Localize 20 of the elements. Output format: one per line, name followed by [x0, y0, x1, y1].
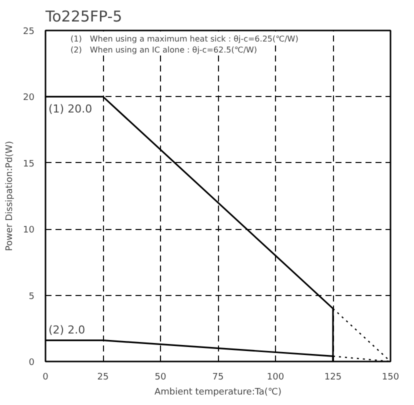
- annotation: (1) When using a maximum heat sick : θj-c=6.25(℃/W): [70, 34, 298, 44]
- x-tick-label: 50: [154, 372, 166, 382]
- y-tick-label: 25: [23, 27, 34, 37]
- chart-title: To225FP-5: [44, 8, 122, 26]
- y-tick-label: 5: [28, 292, 35, 302]
- y-tick-label: 0: [28, 358, 35, 368]
- x-tick-label: 150: [382, 372, 400, 382]
- annotation: (2) When using an IC alone : θj-c=62.5(℃/W): [70, 46, 258, 54]
- x-tick-label: 75: [212, 372, 224, 382]
- y-tick-label: 10: [23, 226, 35, 236]
- y-axis-title: Power Dissipation:Pd(W): [5, 141, 16, 251]
- x-axis-title: Ambient temperature:Ta(℃): [154, 388, 282, 398]
- x-tick-label: 25: [97, 372, 109, 382]
- annotation: (1) 20.0: [48, 102, 92, 116]
- annotation: (2) 2.0: [48, 323, 86, 336]
- y-tick-label: 15: [23, 159, 34, 170]
- x-tick-label: 100: [266, 372, 284, 382]
- x-tick-label: 125: [324, 372, 342, 382]
- x-tick-label: 0: [42, 372, 49, 382]
- y-tick-label: 20: [23, 93, 35, 104]
